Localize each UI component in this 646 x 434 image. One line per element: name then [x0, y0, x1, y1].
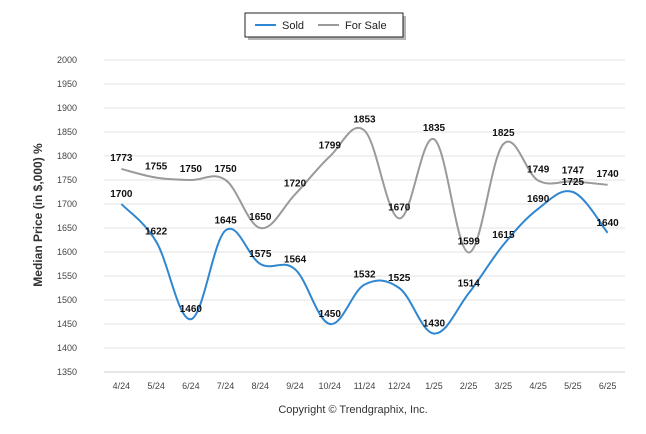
- data-label: 1773: [110, 153, 133, 164]
- y-tick-label: 1900: [57, 103, 77, 113]
- data-label: 1532: [353, 270, 376, 281]
- y-axis-ticks: 1350 1400 1450 1500 1550 1600 1650 1700 1750 1800…: [57, 55, 77, 377]
- data-label: 1747: [562, 165, 585, 176]
- y-tick-label: 1700: [57, 199, 77, 209]
- series-lines: [120, 127, 609, 335]
- data-label: 1599: [458, 236, 481, 247]
- data-label: 1740: [597, 169, 620, 180]
- data-label: 1799: [319, 140, 342, 151]
- data-label: 1700: [110, 189, 133, 200]
- data-label: 1755: [145, 162, 168, 173]
- data-label: 1835: [423, 123, 446, 134]
- data-label: 1645: [214, 215, 237, 226]
- data-label: 1725: [562, 177, 585, 188]
- legend-label-for-sale: For Sale: [345, 20, 387, 32]
- y-tick-label: 1500: [57, 295, 77, 305]
- series-line-for-sale: [121, 127, 608, 254]
- x-tick-label: 5/25: [564, 381, 582, 391]
- data-label: 1720: [284, 178, 307, 189]
- x-tick-label: 10/24: [319, 381, 342, 391]
- x-tick-label: 7/24: [217, 381, 235, 391]
- y-tick-label: 1650: [57, 223, 77, 233]
- data-label: 1749: [527, 164, 550, 175]
- y-tick-label: 1850: [57, 127, 77, 137]
- x-tick-label: 1/25: [425, 381, 443, 391]
- y-tick-label: 1350: [57, 367, 77, 377]
- x-tick-label: 4/25: [529, 381, 547, 391]
- x-tick-label: 6/25: [599, 381, 617, 391]
- data-label: 1670: [388, 202, 411, 213]
- data-label: 1460: [180, 304, 203, 315]
- x-tick-label: 9/24: [286, 381, 304, 391]
- x-tick-label: 2/25: [460, 381, 478, 391]
- y-tick-label: 1950: [57, 79, 77, 89]
- data-label: 1750: [214, 164, 237, 175]
- y-tick-label: 1450: [57, 319, 77, 329]
- data-label: 1525: [388, 273, 411, 284]
- data-label: 1640: [597, 218, 620, 229]
- data-label: 1650: [249, 212, 272, 223]
- y-tick-label: 1550: [57, 271, 77, 281]
- y-tick-label: 1800: [57, 151, 77, 161]
- x-tick-label: 6/24: [182, 381, 200, 391]
- data-label: 1575: [249, 249, 272, 260]
- y-tick-label: 1400: [57, 343, 77, 353]
- data-label: 1564: [284, 254, 307, 265]
- legend[interactable]: Sold For Sale: [244, 12, 406, 40]
- x-tick-label: 3/25: [495, 381, 513, 391]
- data-label: 1514: [458, 278, 481, 289]
- x-tick-label: 8/24: [252, 381, 270, 391]
- copyright-footer: Copyright © Trendgraphix, Inc.: [278, 404, 427, 416]
- legend-label-sold: Sold: [282, 20, 304, 32]
- gridlines: [104, 59, 625, 373]
- series-line-sold: [120, 190, 609, 335]
- y-tick-label: 2000: [57, 55, 77, 65]
- data-label: 1750: [180, 164, 203, 175]
- data-label: 1430: [423, 319, 446, 330]
- y-tick-label: 1750: [57, 175, 77, 185]
- data-label: 1622: [145, 226, 168, 237]
- x-tick-label: 5/24: [147, 381, 165, 391]
- y-tick-label: 1600: [57, 247, 77, 257]
- x-tick-label: 11/24: [354, 381, 376, 391]
- data-label: 1825: [492, 128, 515, 139]
- data-label: 1615: [492, 230, 515, 241]
- data-label: 1853: [353, 115, 376, 126]
- data-labels: 1700 1622 1460 1645 1575 1564 1450 1532 1525 1430…: [110, 115, 619, 330]
- data-label: 1450: [319, 309, 342, 320]
- y-axis-label: Median Price (in $,000) %: [31, 143, 45, 287]
- data-label: 1690: [527, 194, 550, 205]
- x-axis-ticks: 4/24 5/24 6/24 7/24 8/24 9/24 10/24 11/24 12/24 1…: [113, 381, 617, 391]
- x-tick-label: 4/24: [113, 381, 131, 391]
- x-tick-label: 12/24: [388, 381, 411, 391]
